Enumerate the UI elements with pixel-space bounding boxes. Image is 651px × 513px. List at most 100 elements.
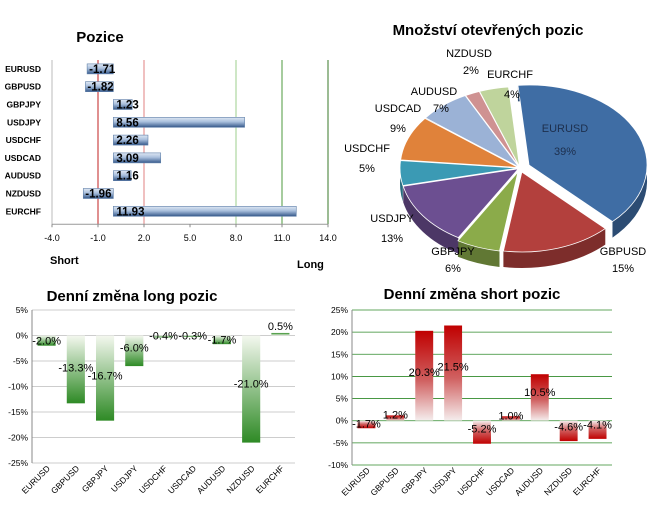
data-label-nzdusd: -21.0% bbox=[234, 379, 269, 391]
x-tick-label: 8.0 bbox=[230, 233, 243, 243]
category-label-gbpjpy: GBPJPY bbox=[80, 463, 111, 494]
value-label-gbpjpy: 1.23 bbox=[116, 100, 138, 112]
y-tick-label: -10% bbox=[8, 382, 28, 392]
y-tick-label: -5% bbox=[13, 356, 29, 366]
data-label-eurusd: -2.0% bbox=[32, 336, 61, 348]
data-label-gbpusd: 1.2% bbox=[383, 409, 408, 421]
y-tick-label: -5% bbox=[333, 438, 349, 448]
bar-usdchf bbox=[473, 420, 491, 444]
category-label-usdjpy: USDJPY bbox=[7, 117, 41, 127]
value-label-eurusd: -1.71 bbox=[89, 64, 116, 76]
short-label: Short bbox=[50, 255, 79, 267]
bar-gbpusd bbox=[85, 81, 114, 92]
data-label-eurchf: -4.1% bbox=[583, 420, 612, 432]
bar-usdcad bbox=[113, 152, 162, 164]
category-label-eurchf: EURCHF bbox=[6, 206, 41, 216]
bar-gbpjpy bbox=[113, 99, 133, 110]
data-label-audusd: -1.7% bbox=[208, 335, 237, 347]
data-label-usdchf: -0.4% bbox=[149, 331, 178, 343]
category-label-nzdusd: NZDUSD bbox=[542, 465, 574, 497]
y-tick-label: -10% bbox=[328, 460, 348, 470]
bar-usdjpy bbox=[113, 117, 245, 128]
pie-side-gbpusd bbox=[503, 228, 606, 268]
category-label-eurusd: EURUSD bbox=[339, 465, 371, 497]
bar-audusd bbox=[113, 170, 132, 181]
category-label-usdcad: USDCAD bbox=[5, 153, 41, 163]
category-label-gbpjpy: GBPJPY bbox=[399, 465, 430, 496]
y-tick-label: 0% bbox=[336, 416, 349, 426]
x-tick-label: -4.0 bbox=[44, 233, 60, 243]
bar-usdcad bbox=[501, 416, 520, 421]
pie-pct-label-gbpjpy: 6% bbox=[445, 263, 461, 275]
x-tick-label: 5.0 bbox=[184, 233, 197, 243]
x-tick-label: 2.0 bbox=[138, 233, 151, 243]
pie-name-label-nzdusd: NZDUSD bbox=[446, 48, 492, 60]
pie-slice-usdcad bbox=[400, 117, 519, 168]
bar-audusd bbox=[212, 335, 232, 345]
data-label-gbpjpy: -16.7% bbox=[88, 371, 123, 383]
y-tick-label: 20% bbox=[331, 327, 348, 337]
y-tick-label: -25% bbox=[8, 458, 28, 468]
pie-name-label-usdchf: USDCHF bbox=[344, 143, 390, 155]
y-tick-label: -20% bbox=[8, 433, 28, 443]
bar-nzdusd bbox=[82, 188, 114, 199]
pie-side-usdjpy bbox=[403, 186, 459, 254]
category-label-gbpusd: GBPUSD bbox=[49, 463, 81, 495]
y-tick-label: 0% bbox=[16, 331, 29, 341]
category-label-audusd: AUDUSD bbox=[195, 463, 227, 495]
pie-slice-eurusd bbox=[517, 84, 648, 223]
x-tick-label: 11.0 bbox=[274, 233, 291, 243]
bar-eurchf bbox=[271, 332, 290, 336]
pie-name-label-usdcad: USDCAD bbox=[375, 103, 422, 115]
pie-chart-title: Množství otevřených pozic bbox=[393, 22, 584, 39]
pie-slice-usdjpy bbox=[402, 168, 520, 239]
value-label-usdchf: 2.26 bbox=[116, 135, 138, 147]
pie-name-label-eurchf: EURCHF bbox=[487, 69, 533, 81]
data-label-audusd: 10.5% bbox=[524, 387, 555, 399]
category-label-gbpjpy: GBPJPY bbox=[7, 100, 42, 110]
pie-slice-usdchf bbox=[399, 160, 519, 186]
category-label-usdchf: USDCHF bbox=[6, 135, 41, 145]
bar-eurusd bbox=[86, 63, 114, 75]
bar-gbpjpy bbox=[415, 330, 434, 421]
pie-pct-label-nzdusd: 2% bbox=[463, 65, 479, 77]
pie-tops bbox=[399, 84, 648, 253]
pie-side-gbpjpy bbox=[457, 240, 500, 267]
pie-slice-gbpusd bbox=[502, 171, 607, 253]
long-label: Long bbox=[297, 259, 324, 271]
y-tick-label: 15% bbox=[331, 349, 348, 359]
bar-gbpusd bbox=[66, 335, 85, 404]
category-label-usdjpy: USDJPY bbox=[109, 463, 140, 494]
bar-usdcad bbox=[183, 335, 202, 338]
category-label-usdcad: USDCAD bbox=[484, 465, 516, 497]
data-label-gbpjpy: 20.3% bbox=[409, 367, 440, 379]
x-tick-label: -1.0 bbox=[90, 233, 106, 243]
long-change-chart: Denní změna long pozic 5% 0% -5% -10% -15% -2… bbox=[8, 288, 295, 496]
pie-pct-label-usdcad: 9% bbox=[390, 123, 406, 135]
pie-name-label-eurusd: EURUSD bbox=[542, 123, 589, 135]
pie-name-label-usdjpy: USDJPY bbox=[370, 213, 414, 225]
y-tick-label: 10% bbox=[331, 371, 348, 381]
pie-slice-eurchf bbox=[478, 86, 520, 167]
value-label-gbpusd: -1.82 bbox=[87, 82, 113, 94]
y-tick-label: 25% bbox=[331, 305, 348, 315]
category-label-eurchf: EURCHF bbox=[254, 463, 286, 495]
value-label-audusd: 1.16 bbox=[116, 171, 138, 183]
value-label-eurchf: 11.93 bbox=[116, 206, 144, 218]
data-label-usdjpy: 21.5% bbox=[438, 362, 469, 374]
category-label-usdjpy: USDJPY bbox=[428, 465, 459, 496]
category-label-nzdusd: NZDUSD bbox=[6, 189, 41, 199]
data-label-usdcad: -0.3% bbox=[178, 331, 207, 343]
bar-eurchf bbox=[113, 206, 297, 217]
bar-gbpusd bbox=[386, 415, 405, 421]
data-label-gbpusd: -13.3% bbox=[58, 363, 93, 375]
category-label-nzdusd: NZDUSD bbox=[224, 463, 256, 495]
category-label-usdcad: USDCAD bbox=[166, 463, 198, 495]
pie-pct-label-audusd: 7% bbox=[433, 103, 449, 115]
data-label-nzdusd: -4.6% bbox=[554, 422, 583, 434]
value-label-nzdusd: -1.96 bbox=[85, 189, 111, 201]
pie-pct-label-eurchf: 4% bbox=[504, 89, 520, 101]
category-label-audusd: AUDUSD bbox=[513, 465, 545, 497]
bar-usdjpy bbox=[444, 325, 463, 421]
